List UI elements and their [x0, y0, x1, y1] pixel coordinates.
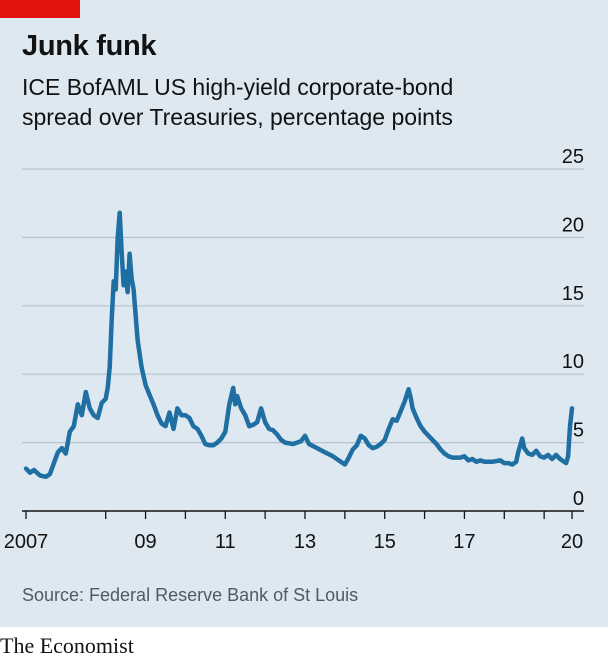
- y-tick-label-15: 15: [562, 283, 584, 305]
- y-gridlines: [22, 168, 584, 444]
- y-tick-label-25: 25: [562, 146, 584, 168]
- data-series: [23, 210, 575, 480]
- chart-subtitle-line-2: spread over Treasuries, percentage point…: [22, 104, 453, 130]
- chart-panel: [0, 0, 608, 627]
- y-tick-label-5: 5: [573, 420, 584, 442]
- y-tick-label-20: 20: [562, 214, 584, 236]
- x-tick-label-13: 13: [294, 531, 316, 553]
- y-tick-labels: 0 5 10 15 20 25: [562, 146, 584, 510]
- y-tick-label-10: 10: [562, 351, 584, 373]
- brand-red-tag: [0, 0, 80, 18]
- x-tick-label-09: 09: [134, 531, 156, 553]
- x-tick-label-17: 17: [453, 531, 475, 553]
- y-tick-label-0: 0: [573, 488, 584, 510]
- x-tick-label-15: 15: [374, 531, 396, 553]
- series-line-0: [23, 210, 575, 480]
- chart-subtitle-line-1: ICE BofAML US high-yield corporate-bond: [22, 74, 454, 100]
- x-tick-label-2007: 2007: [4, 531, 49, 553]
- line-chart: 0 5 10 15 20 25 2007 09 11 13 15 17 20: [4, 146, 584, 553]
- chart-subtitle: ICE BofAML US high-yield corporate-bond …: [22, 72, 582, 132]
- x-axis: 2007 09 11 13 15 17 20: [4, 510, 584, 553]
- x-tick-label-11: 11: [215, 531, 236, 553]
- chart-title: Junk funk: [22, 30, 157, 62]
- source-note: Source: Federal Reserve Bank of St Louis: [22, 585, 359, 605]
- publisher-logo: The Economist: [0, 633, 134, 658]
- x-tick-label-20: 20: [561, 531, 583, 553]
